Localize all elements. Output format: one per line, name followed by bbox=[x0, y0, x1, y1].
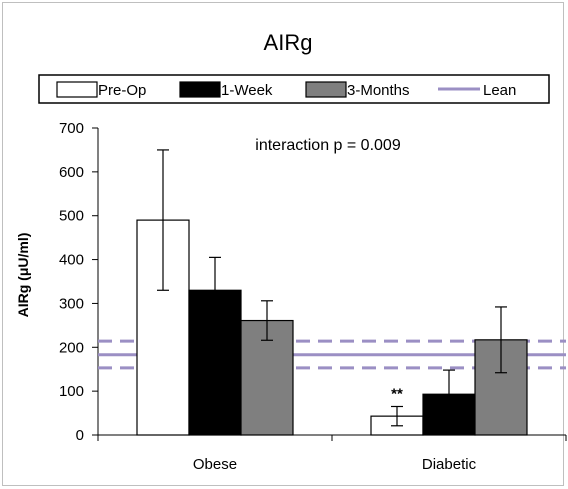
y-tick-label: 400 bbox=[59, 252, 84, 269]
y-axis: 0 100 200 300 400 500 600 700 bbox=[59, 120, 99, 444]
legend-label-1-week: 1-Week bbox=[221, 82, 273, 99]
y-tick-label: 600 bbox=[59, 164, 84, 181]
y-axis-label: AIRg (μU/ml) bbox=[15, 233, 31, 318]
x-axis: Obese Diabetic bbox=[97, 434, 567, 473]
y-tick-label: 100 bbox=[59, 383, 84, 400]
x-tick-label-obese: Obese bbox=[193, 456, 237, 473]
y-tick-label: 200 bbox=[59, 339, 84, 356]
legend-swatch-1-week bbox=[179, 81, 221, 98]
y-tick-label: 300 bbox=[59, 295, 84, 312]
legend: Pre-Op 1-Week 3-Months Lean bbox=[56, 81, 516, 99]
significance-marker: ** bbox=[391, 385, 403, 402]
x-tick-label-diabetic: Diabetic bbox=[422, 456, 477, 473]
y-tick-label: 500 bbox=[59, 208, 84, 225]
legend-label-pre-op: Pre-Op bbox=[98, 82, 146, 99]
legend-swatch-pre-op bbox=[56, 81, 98, 98]
bars: ** bbox=[136, 149, 528, 436]
interaction-annotation: interaction p = 0.009 bbox=[255, 137, 401, 154]
chart-title: AIRg bbox=[264, 30, 313, 55]
y-tick-label: 0 bbox=[76, 427, 84, 444]
legend-label-lean: Lean bbox=[483, 82, 516, 99]
legend-swatch-3-months bbox=[305, 81, 347, 98]
y-tick-label: 700 bbox=[59, 120, 84, 137]
legend-label-3-months: 3-Months bbox=[347, 82, 410, 99]
